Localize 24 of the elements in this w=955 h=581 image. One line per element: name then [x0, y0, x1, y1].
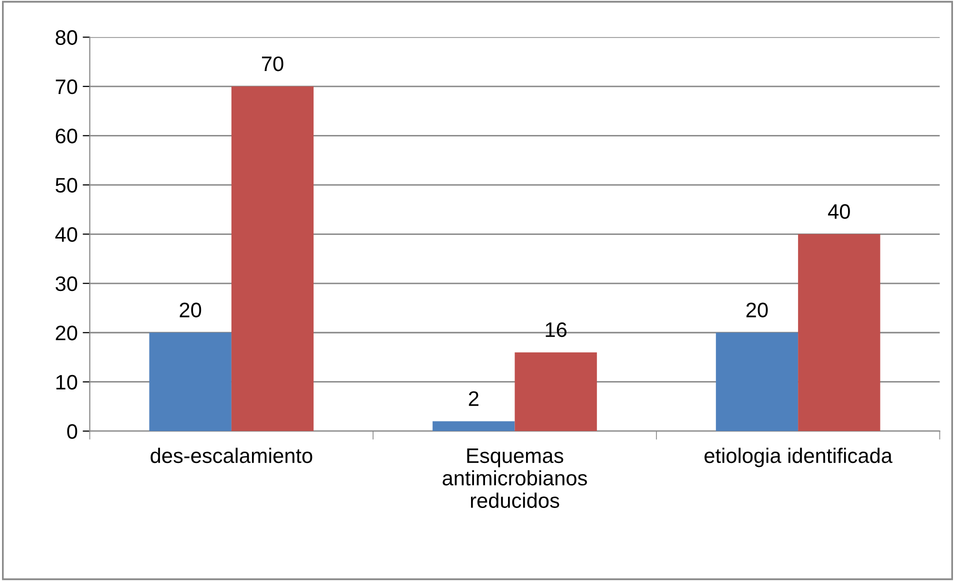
bar: [798, 234, 880, 432]
x-tick-label: etiologia identificada: [704, 448, 892, 468]
bar: [432, 421, 515, 432]
y-tick-label: 70: [56, 79, 78, 94]
y-tick-label: 80: [56, 30, 78, 45]
data-label: 20: [180, 302, 202, 318]
x-tick-label: des-escalamiento: [150, 448, 312, 464]
data-label: 40: [828, 204, 850, 219]
y-tick-label: 60: [56, 128, 78, 144]
y-tick-label: 40: [55, 227, 78, 242]
data-label: 70: [262, 56, 284, 72]
x-tick-label: Esquemas antimicrobianos reducidos: [442, 448, 587, 508]
data-label: 2: [468, 391, 478, 406]
y-tick-label: 10: [56, 374, 78, 390]
data-label: 16: [546, 322, 566, 338]
bar: [514, 352, 597, 432]
y-tick-label: 20: [56, 326, 78, 340]
bar: [231, 86, 314, 432]
data-label: 20: [746, 302, 768, 318]
bar: [149, 332, 232, 432]
bar: [716, 332, 798, 432]
y-tick-label: 50: [56, 178, 78, 193]
y-tick-label: 0: [67, 424, 78, 439]
y-tick-label: 30: [56, 276, 78, 292]
